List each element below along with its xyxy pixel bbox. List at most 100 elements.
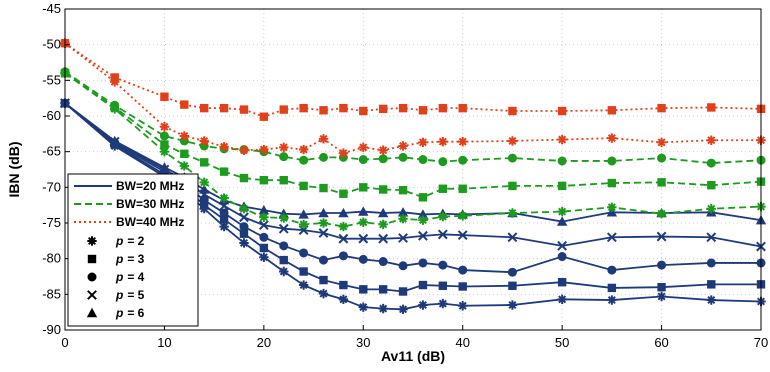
asterisk-marker [706,135,716,145]
square-marker [657,283,666,292]
square-marker [398,287,408,296]
square-marker [279,255,288,265]
y-tick-label: -45 [42,1,61,16]
asterisk-marker [298,219,309,230]
asterisk-marker [507,136,518,146]
square-marker [508,181,517,191]
asterisk-marker [507,300,518,310]
circle-marker [279,241,289,251]
triangle-marker [86,307,98,318]
asterisk-marker [378,145,388,155]
square-marker [359,183,368,192]
square-marker [239,105,249,114]
square-marker [707,280,716,289]
asterisk-marker [607,133,617,143]
asterisk-marker [656,291,667,302]
asterisk-marker [557,206,567,217]
triangle-marker [159,162,170,172]
asterisk-marker [656,209,667,219]
y-tick-label: -70 [42,179,61,194]
circle-marker [607,265,617,275]
circle-marker [706,258,716,268]
legend-marker-label: p = 3 [115,252,145,266]
asterisk-marker [438,136,448,147]
asterisk-marker [398,214,408,224]
square-marker [458,103,467,113]
legend-marker-label: p = 6 [115,306,145,320]
circle-marker [110,100,120,110]
circle-marker [458,155,468,165]
asterisk-marker [159,122,170,132]
circle-marker [378,257,388,267]
x-tick-label: 30 [356,335,370,350]
circle-marker [557,252,567,262]
square-marker [200,200,209,210]
square-marker [438,103,448,113]
triangle-marker [556,216,568,226]
circle-marker [657,153,667,163]
asterisk-marker [318,288,329,299]
asterisk-marker [219,221,229,232]
square-marker [180,149,189,159]
square-marker [657,178,666,187]
y-tick-label: -60 [42,108,61,123]
square-marker [607,178,617,188]
circle-marker [358,254,368,264]
square-marker [438,184,448,193]
square-marker [279,176,288,185]
square-marker [339,189,348,198]
cross-marker [378,233,389,244]
square-marker [607,106,617,115]
circle-marker [398,261,408,271]
asterisk-marker [507,208,518,218]
triangle-marker [397,207,409,217]
legend-marker-var: p [115,234,123,248]
asterisk-marker [458,211,468,221]
circle-marker [418,155,428,165]
y-tick-label: -85 [42,286,61,301]
triangle-marker [377,207,389,218]
square-marker [239,173,249,183]
circle-marker [438,157,448,167]
triangle-marker [258,204,270,215]
y-axis-label: IBN (dB) [6,142,22,198]
legend-marker-eq: = 5 [127,288,144,302]
asterisk-marker [179,131,190,141]
series-polyline [64,72,762,228]
asterisk-marker [398,141,408,151]
circle-marker [299,248,309,258]
square-marker [339,280,348,290]
circle-marker [319,152,329,162]
asterisk-marker [338,221,349,232]
square-marker [359,285,368,294]
asterisk-marker [458,136,468,147]
circle-marker [219,208,229,218]
circle-marker [259,232,269,242]
plot-frame [64,8,762,331]
square-marker [319,275,328,285]
series-polyline [64,102,762,223]
square-marker [239,229,249,238]
legend-marker-eq: = 4 [127,270,144,284]
asterisk-marker [298,144,309,155]
circle-marker [418,258,428,268]
circle-marker [378,154,388,164]
legend-marker-eq: = 6 [127,306,144,320]
square-marker [508,106,517,116]
square-marker [180,100,189,109]
asterisk-marker [259,252,269,262]
series-polyline [64,42,761,155]
asterisk-marker [358,142,368,153]
circle-marker [438,260,448,270]
square-marker [607,283,617,293]
x-tick-label: 0 [61,335,68,350]
square-marker [707,180,716,190]
legend-marker-label: p = 4 [115,270,145,284]
ticks: 0 10 20 30 40 50 60 70 -90 -85 -80 -75 -70 -65 -60 -55 -… [42,1,768,350]
asterisk-marker [219,141,229,152]
circle-marker [557,156,567,166]
y-tick-label: -65 [42,144,61,159]
asterisk-marker [378,219,388,230]
triangle-marker [109,135,120,146]
